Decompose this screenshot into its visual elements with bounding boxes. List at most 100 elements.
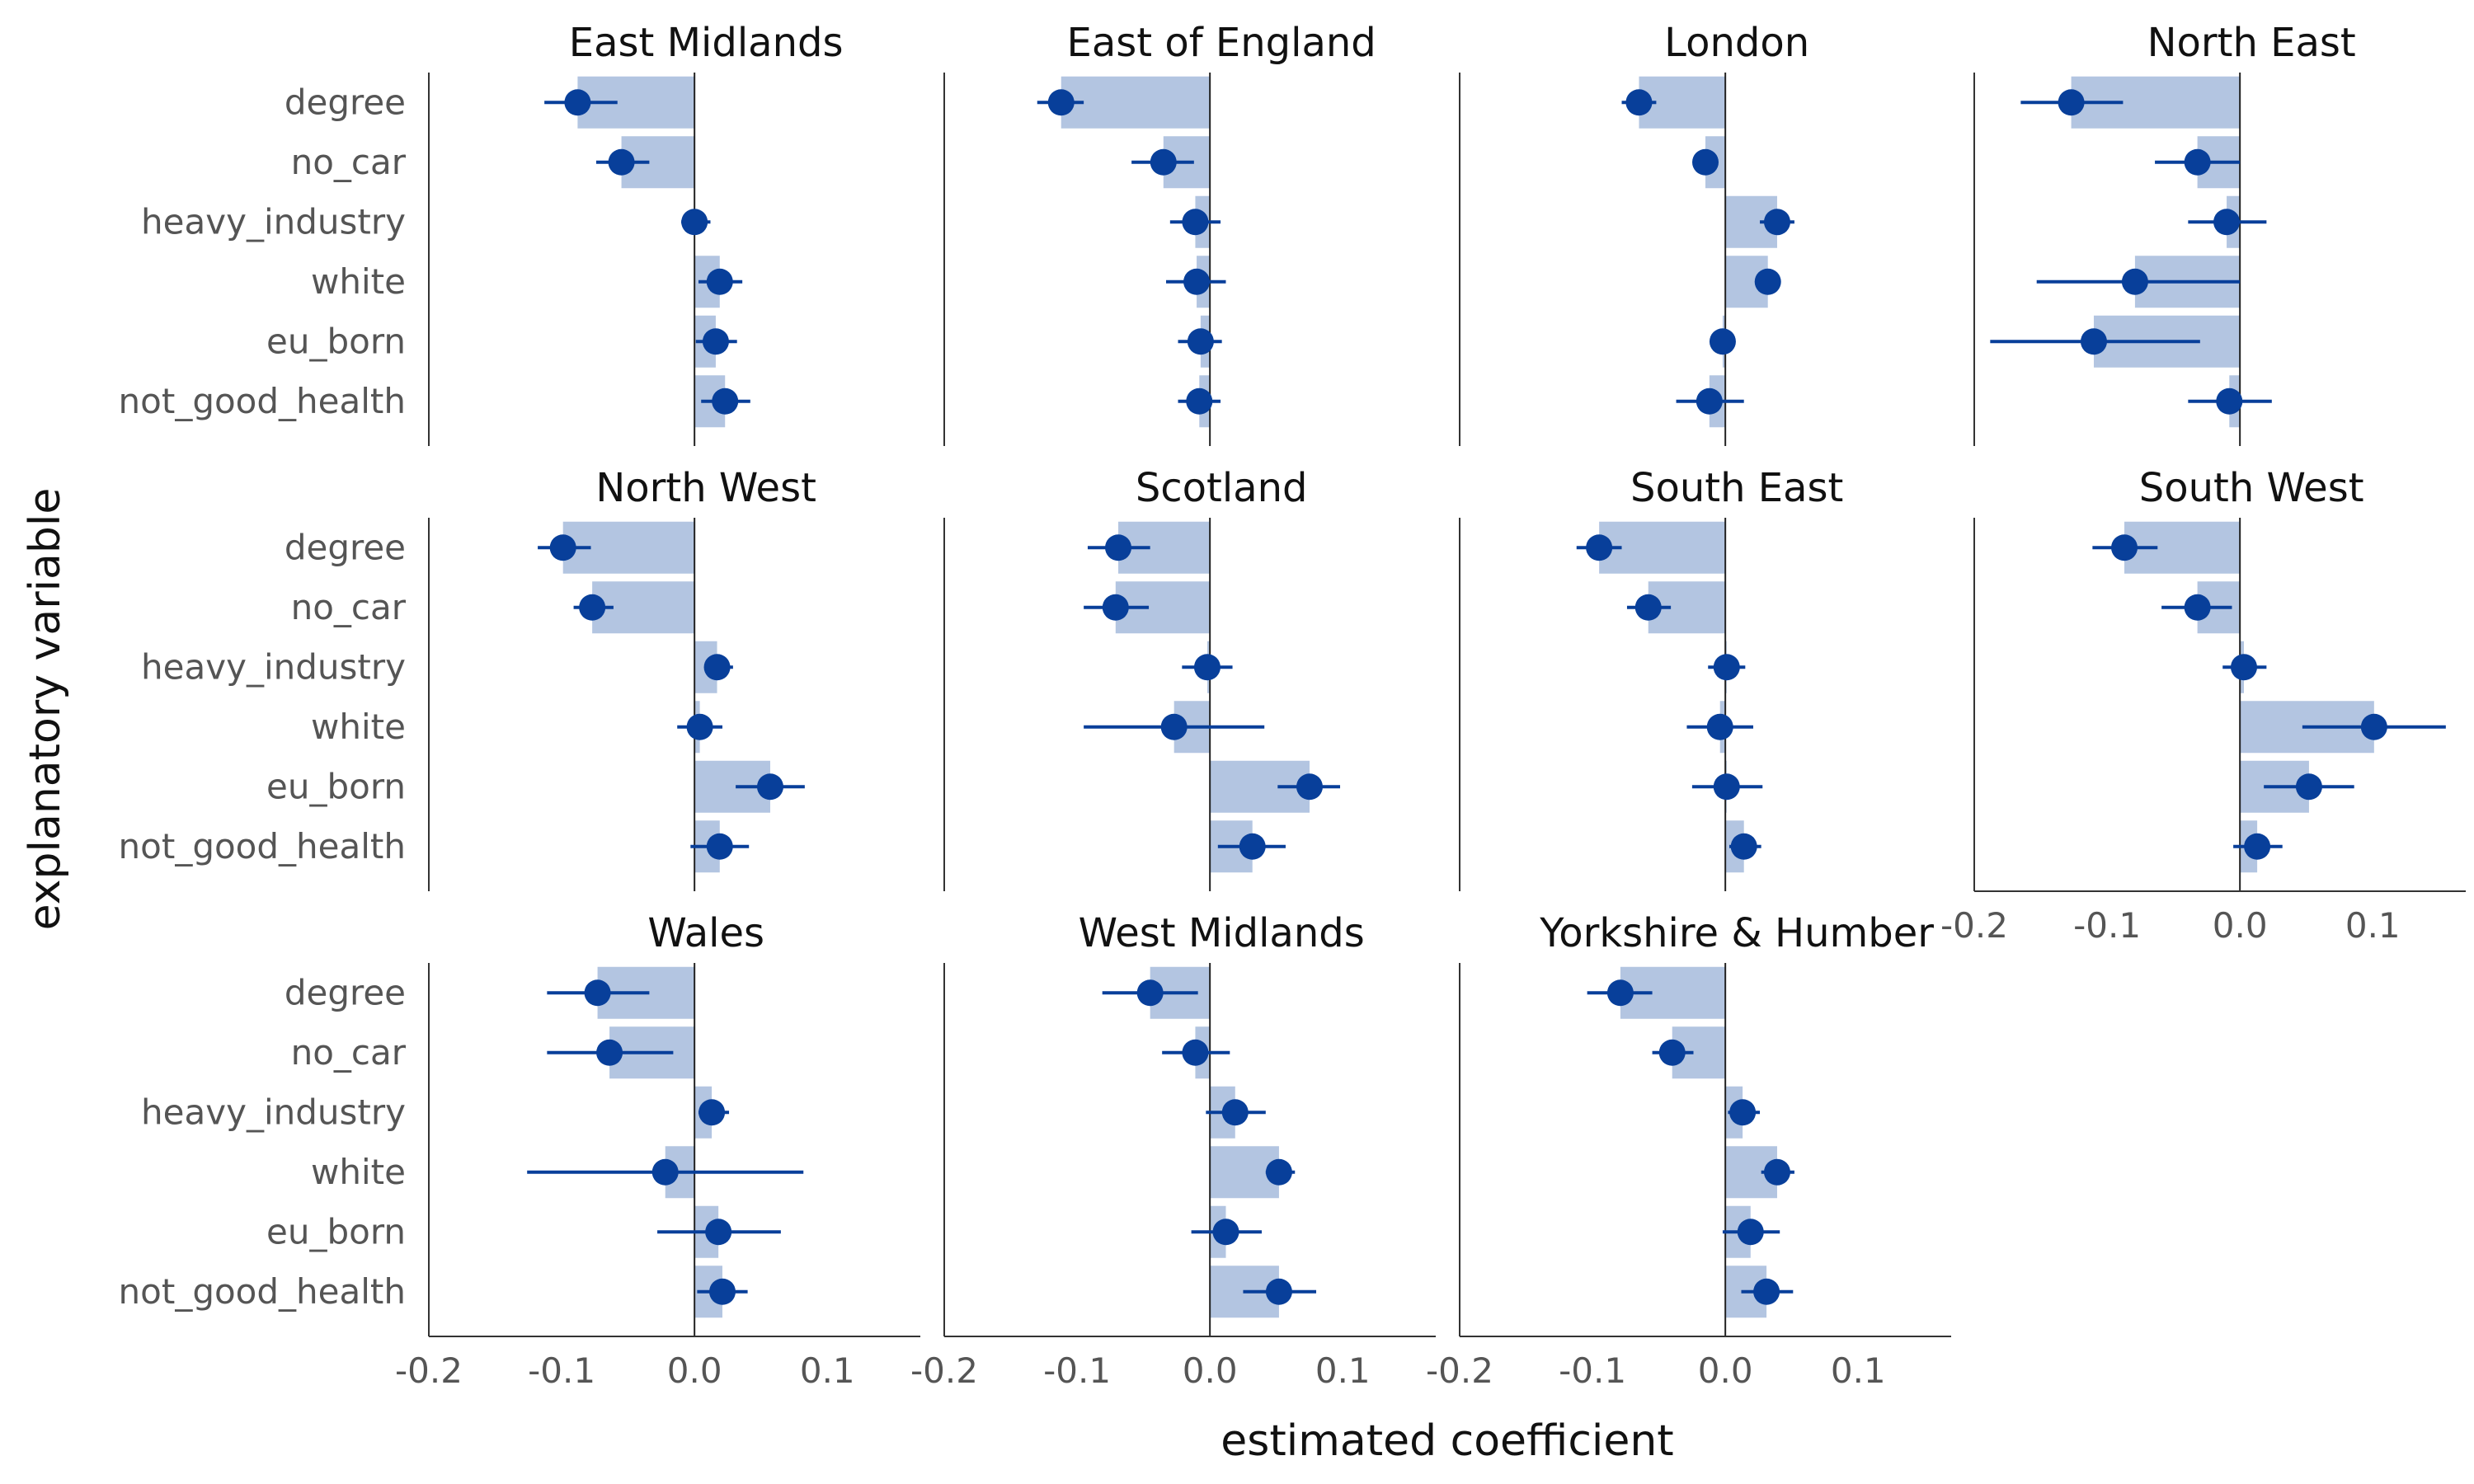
point (2216, 387, 2243, 415)
x-tick-label: -0.2 (395, 1350, 463, 1391)
x-tick-label: -0.1 (1043, 1350, 1111, 1391)
point (1182, 1039, 1209, 1066)
x-tick-label: 0.1 (1831, 1350, 1886, 1391)
point (2121, 268, 2148, 295)
point (2184, 148, 2211, 176)
point (1713, 773, 1740, 801)
point (564, 89, 591, 116)
point (706, 833, 733, 860)
point (1239, 833, 1266, 860)
point (702, 328, 729, 355)
point (1586, 534, 1613, 561)
panel-title: Scotland (1136, 465, 1308, 511)
point (1729, 1099, 1757, 1126)
y-tick-label: eu_born (266, 1211, 406, 1252)
y-axis-title: explanatory variable (21, 488, 70, 931)
point (2230, 654, 2257, 681)
point (1696, 387, 1723, 415)
panel-north-east: North East (1973, 20, 2356, 446)
point (1692, 148, 1719, 176)
y-tick-label: degree (285, 527, 406, 567)
x-tick-label: 0.0 (667, 1350, 722, 1391)
x-tick-label: -0.1 (2073, 905, 2141, 946)
point (1212, 1219, 1239, 1246)
point (1136, 979, 1164, 1007)
y-tick-label: white (311, 1152, 406, 1192)
point (1730, 833, 1757, 860)
panel-east-of-england: East of England (943, 20, 1376, 446)
point (2360, 713, 2387, 740)
y-tick-label: no_car (291, 142, 407, 182)
point (681, 209, 708, 236)
panel-title: South East (1630, 465, 1843, 511)
point (1754, 268, 1781, 295)
point (708, 1278, 736, 1305)
panel-title: Wales (647, 910, 764, 956)
y-tick-label: heavy_industry (141, 1092, 406, 1132)
panel-title: North West (595, 465, 816, 511)
point (2213, 209, 2241, 236)
panel-title: Yorkshire & Humber (1539, 910, 1934, 956)
y-tick-label: heavy_industry (141, 646, 406, 687)
point (1706, 713, 1733, 740)
y-tick-label: not_good_health (119, 1271, 406, 1312)
panel-title: North East (2147, 20, 2356, 66)
point (579, 594, 606, 621)
point (703, 654, 731, 681)
point (1105, 534, 1132, 561)
y-tick-label: heavy_industry (141, 201, 406, 242)
point (1102, 594, 1129, 621)
x-tick-label: -0.2 (910, 1350, 978, 1391)
point (1634, 594, 1662, 621)
x-tick-label: 0.0 (1183, 1350, 1238, 1391)
panel-title: South West (2139, 465, 2364, 511)
point (608, 148, 635, 176)
panel-north-west: North West degree no_car heavy_industrywhit… (119, 465, 816, 891)
y-tick-label: white (311, 261, 406, 302)
point (1713, 654, 1740, 681)
y-tick-label: eu_born (266, 321, 406, 361)
y-tick-label: degree (285, 972, 406, 1012)
point (1625, 89, 1653, 116)
panel-title: East of England (1067, 20, 1376, 66)
panel-yorkshire-humber: Yorkshire & Humber -0.2 -0.1 0.0 0.1 (1426, 910, 1951, 1391)
point (1186, 387, 1213, 415)
x-tick-label: -0.1 (528, 1350, 595, 1391)
point (1193, 654, 1221, 681)
x-tick-label: -0.1 (1559, 1350, 1626, 1391)
panel-east-midlands: East Midlands degree no_car heavy_industryw… (119, 20, 844, 446)
point (686, 713, 713, 740)
y-tick-label: no_car (291, 1032, 407, 1073)
point (1160, 713, 1188, 740)
point (651, 1158, 679, 1186)
panel-title: West Midlands (1079, 910, 1365, 956)
point (706, 268, 733, 295)
facet-panels: East Midlandsdegreeno_carheavy_industryw… (119, 20, 2466, 1391)
x-tick-label: -0.2 (1940, 905, 2008, 946)
y-tick-label: white (311, 707, 406, 747)
y-tick-label: not_good_health (119, 826, 406, 866)
y-tick-label: eu_born (266, 766, 406, 806)
point (1265, 1278, 1292, 1305)
point (2111, 534, 2138, 561)
point (705, 1219, 732, 1246)
point (1183, 268, 1211, 295)
panel-title: London (1664, 20, 1809, 66)
x-tick-label: 0.1 (1315, 1350, 1371, 1391)
panel-london: London (1459, 20, 1809, 446)
point (596, 1039, 623, 1066)
point (584, 979, 611, 1007)
point (2295, 773, 2322, 801)
point (1753, 1278, 1780, 1305)
point (1150, 148, 1177, 176)
point (1606, 979, 1634, 1007)
x-axis-title: estimated coefficient (1221, 1416, 1673, 1466)
point (2058, 89, 2085, 116)
point (1737, 1219, 1764, 1246)
x-tick-label: -0.2 (1426, 1350, 1493, 1391)
point (1763, 209, 1790, 236)
y-tick-label: not_good_health (119, 381, 406, 421)
bar (1061, 76, 1211, 129)
